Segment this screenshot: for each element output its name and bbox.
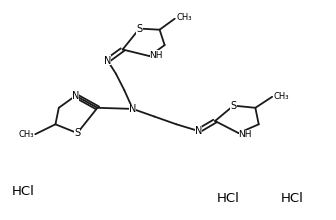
Text: N: N [72, 91, 79, 101]
Text: S: S [136, 24, 142, 34]
Text: N: N [104, 55, 111, 66]
Text: N: N [195, 126, 202, 136]
Text: CH₃: CH₃ [18, 130, 34, 139]
Text: HCl: HCl [281, 191, 304, 205]
Text: HCl: HCl [217, 191, 240, 205]
Text: S: S [74, 128, 80, 138]
Text: N: N [129, 104, 136, 114]
Text: HCl: HCl [12, 185, 35, 198]
Text: S: S [230, 101, 237, 111]
Text: CH₃: CH₃ [176, 13, 192, 22]
Text: CH₃: CH₃ [274, 92, 289, 101]
Text: NH: NH [150, 51, 163, 59]
Text: NH: NH [239, 130, 252, 139]
